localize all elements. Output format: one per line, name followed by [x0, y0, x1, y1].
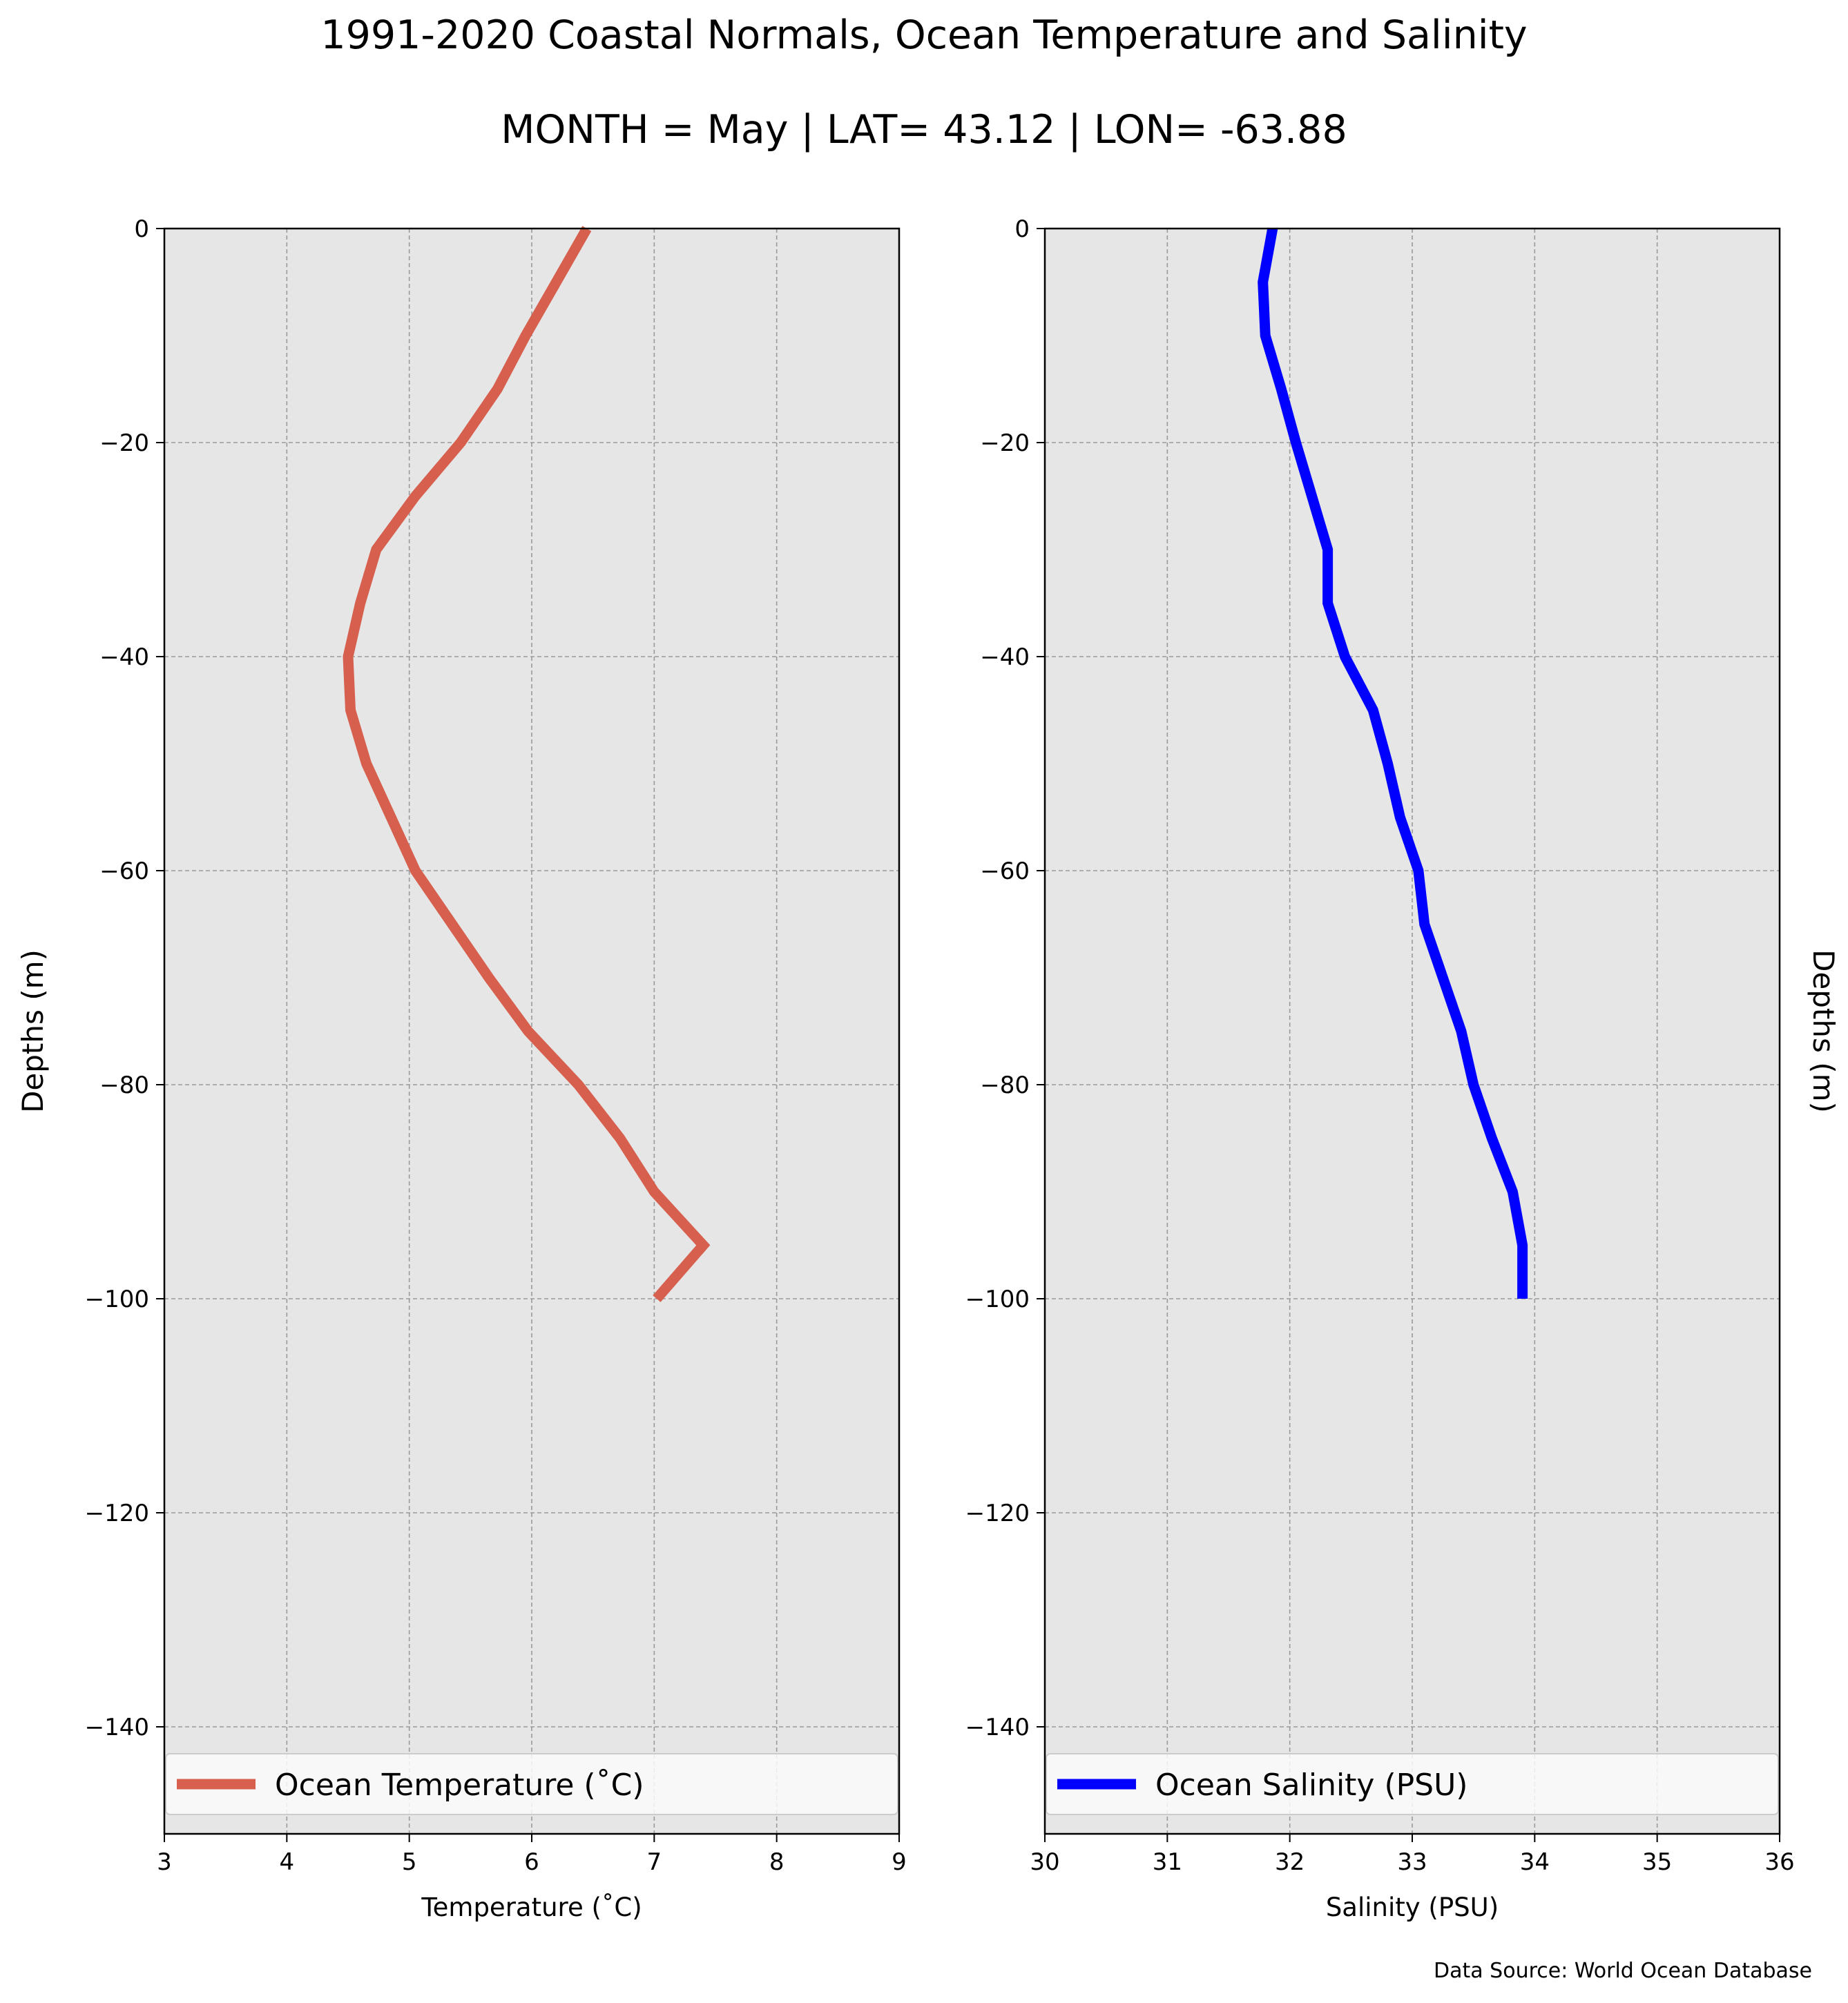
x-tick-label: 9: [892, 1848, 907, 1876]
x-axis-label: Temperature (˚C): [421, 1893, 642, 1922]
y-tick-label: −80: [980, 1072, 1030, 1099]
legend-box: [1046, 1753, 1779, 1815]
y-tick-label: −40: [980, 644, 1030, 671]
x-tick-label: 35: [1642, 1848, 1672, 1876]
y-tick-label: −20: [99, 429, 149, 457]
x-tick-label: 30: [1030, 1848, 1059, 1876]
x-tick-label: 5: [402, 1848, 417, 1876]
chart-title: 1991-2020 Coastal Normals, Ocean Tempera…: [320, 12, 1528, 58]
legend: Ocean Salinity (PSU): [1046, 1753, 1779, 1815]
y-tick-label: −80: [99, 1072, 149, 1099]
x-tick-label: 33: [1397, 1848, 1427, 1876]
salinity-panel: Ocean Salinity (PSU) 30 31 32 33 34 35 36 0 −20 −4…: [965, 215, 1840, 1922]
y-tick-label: 0: [1014, 215, 1030, 243]
y-tick-label: −60: [980, 858, 1030, 885]
y-tick-label: −100: [85, 1286, 149, 1313]
x-tick-label: 3: [157, 1848, 172, 1876]
x-axis-label: Salinity (PSU): [1326, 1893, 1499, 1922]
y-axis-label: Depths (m): [1807, 949, 1840, 1113]
y-tick-label: −20: [980, 429, 1030, 457]
series-line: [343, 226, 711, 1302]
x-tick-label: 31: [1153, 1848, 1182, 1876]
y-tick-label: −140: [965, 1714, 1030, 1741]
y-tick-label: −100: [965, 1286, 1030, 1313]
x-tick-label: 36: [1764, 1848, 1794, 1876]
series-line: [1258, 227, 1528, 1299]
x-tick-label: 34: [1520, 1848, 1550, 1876]
data-source-note: Data Source: World Ocean Database: [1434, 1959, 1812, 1983]
x-tick-label: 7: [647, 1848, 662, 1876]
legend-label: Ocean Temperature (˚C): [275, 1768, 644, 1803]
y-tick-label: −60: [99, 858, 149, 885]
temperature-panel: Ocean Temperature (˚C) 3 4 5 6 7 8 9 0 −20 −40 −60 −…: [16, 215, 907, 1922]
y-axis-label: Depths (m): [16, 949, 50, 1113]
legend-label: Ocean Salinity (PSU): [1155, 1768, 1467, 1803]
y-tick-label: −120: [965, 1500, 1030, 1527]
chart-subtitle: MONTH = May | LAT= 43.12 | LON= -63.88: [501, 107, 1347, 153]
y-tick-label: −140: [85, 1714, 149, 1741]
legend-box: [165, 1753, 898, 1815]
y-tick-label: 0: [134, 215, 149, 243]
x-tick-label: 6: [524, 1848, 539, 1876]
y-tick-label: −40: [99, 644, 149, 671]
y-tick-label: −120: [85, 1500, 149, 1527]
x-tick-label: 32: [1275, 1848, 1305, 1876]
legend: Ocean Temperature (˚C): [165, 1753, 898, 1815]
x-tick-label: 4: [280, 1848, 295, 1876]
x-tick-label: 8: [769, 1848, 785, 1876]
